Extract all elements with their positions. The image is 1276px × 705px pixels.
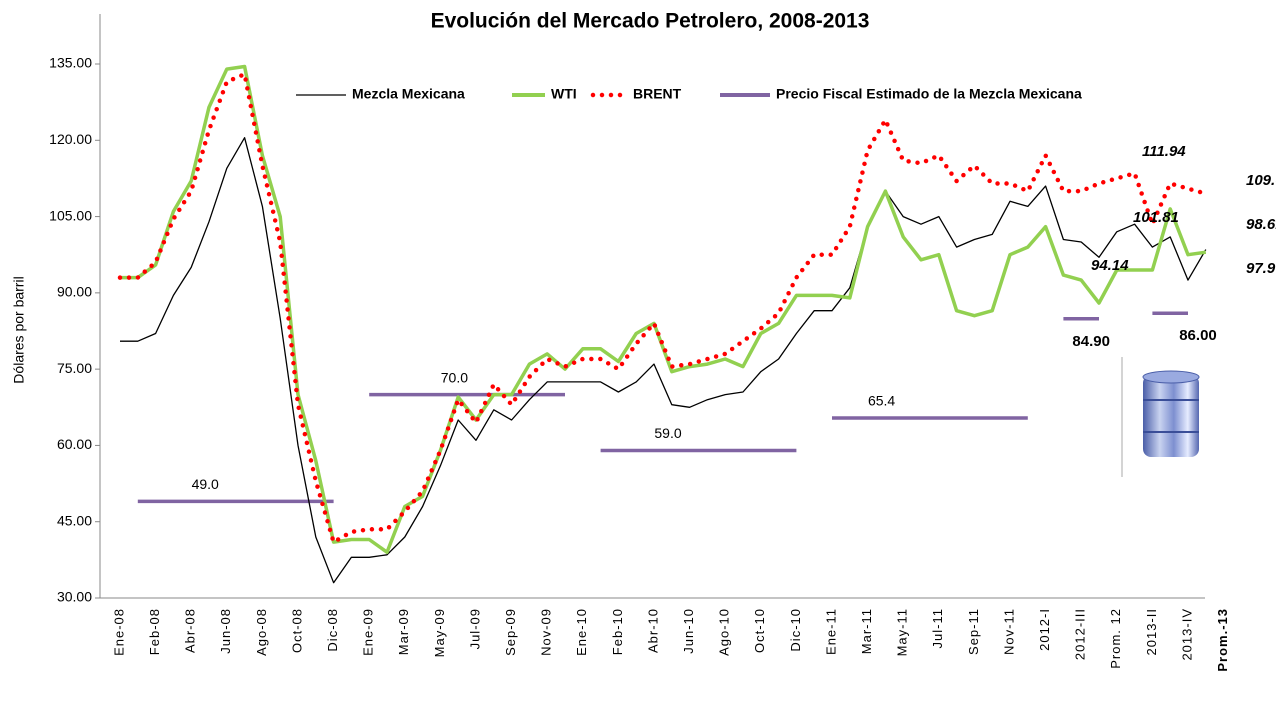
chart-title: Evolución del Mercado Petrolero, 2008-20… <box>431 10 870 33</box>
data-label: 70.0 <box>441 369 468 385</box>
legend-label: BRENT <box>633 86 682 102</box>
y-tick-label: 105.00 <box>49 207 92 223</box>
x-tick-label: Jul-11 <box>930 608 945 648</box>
x-tick-label: Jul-09 <box>467 608 482 649</box>
series-line <box>120 67 1206 553</box>
x-tick-label: 2013-II <box>1144 608 1159 655</box>
legend-label: Mezcla Mexicana <box>352 86 465 102</box>
data-label: 59.0 <box>654 425 681 441</box>
x-tick-label: Dic-08 <box>325 608 340 652</box>
x-tick-label: Ene-10 <box>574 608 589 656</box>
data-label: 86.00 <box>1179 327 1217 344</box>
x-tick-label: Sep-11 <box>966 608 981 655</box>
x-tick-label: Prom. 12 <box>1108 608 1123 669</box>
y-tick-label: 30.00 <box>57 589 92 605</box>
x-tick-label: Feb-10 <box>610 608 625 655</box>
x-tick-label: Jun-10 <box>681 608 696 654</box>
series-line <box>120 138 1206 583</box>
annotation: 111.94 <box>1142 143 1186 160</box>
x-tick-label: Ene-11 <box>823 608 838 655</box>
x-tick-label: Ago-08 <box>254 608 269 656</box>
annotation: 94.14 <box>1091 257 1129 274</box>
y-tick-label: 45.00 <box>57 512 92 528</box>
x-tick-label: Nov-09 <box>539 608 554 656</box>
data-label: 49.0 <box>192 476 219 492</box>
x-tick-label: Oct-08 <box>289 608 304 653</box>
x-tick-label: May-11 <box>895 608 910 656</box>
x-tick-label: Oct-10 <box>752 608 767 653</box>
barrel-icon <box>1122 357 1199 477</box>
x-tick-label: Ago-10 <box>717 608 732 656</box>
data-label: 65.4 <box>868 393 895 409</box>
x-tick-label: 2012-III <box>1073 608 1088 660</box>
annotation: 97.97 <box>1246 260 1276 277</box>
annotation: 101.81 <box>1133 209 1179 226</box>
annotation: 109.62 <box>1246 172 1276 189</box>
y-tick-label: 60.00 <box>57 436 92 452</box>
legend-label: Precio Fiscal Estimado de la Mezcla Mexi… <box>776 86 1082 102</box>
x-tick-label: Dic-10 <box>788 608 803 652</box>
x-tick-label: Ene-09 <box>361 608 376 656</box>
x-tick-label: Nov-11 <box>1001 608 1016 655</box>
x-tick-label: May-09 <box>432 608 447 657</box>
x-tick-label: Sep-09 <box>503 608 518 656</box>
x-tick-label: Ene-08 <box>111 608 126 656</box>
x-tick-label: Abr-08 <box>183 608 198 653</box>
x-tick-label: Jun-08 <box>218 608 233 654</box>
y-tick-label: 90.00 <box>57 284 92 300</box>
x-tick-label: Abr-10 <box>645 608 660 653</box>
y-tick-label: 120.00 <box>49 131 92 147</box>
x-tick-label: 2013-IV <box>1179 608 1194 661</box>
x-tick-label: Mar-11 <box>859 608 874 654</box>
chart: Evolución del Mercado Petrolero, 2008-20… <box>0 0 1276 705</box>
x-tick-label: 2012-I <box>1037 608 1052 651</box>
x-tick-label: Mar-09 <box>396 608 411 655</box>
series-line <box>120 74 1206 542</box>
x-tick-label: Feb-08 <box>147 608 162 655</box>
x-tick-label: Prom.-13 <box>1215 608 1230 672</box>
data-label: 84.90 <box>1072 333 1110 350</box>
y-tick-label: 135.00 <box>49 55 92 71</box>
legend-label: WTI <box>551 86 577 102</box>
y-axis-label: Dólares por barril <box>11 276 27 383</box>
y-tick-label: 75.00 <box>57 360 92 376</box>
annotation: 98.61 <box>1246 216 1276 233</box>
